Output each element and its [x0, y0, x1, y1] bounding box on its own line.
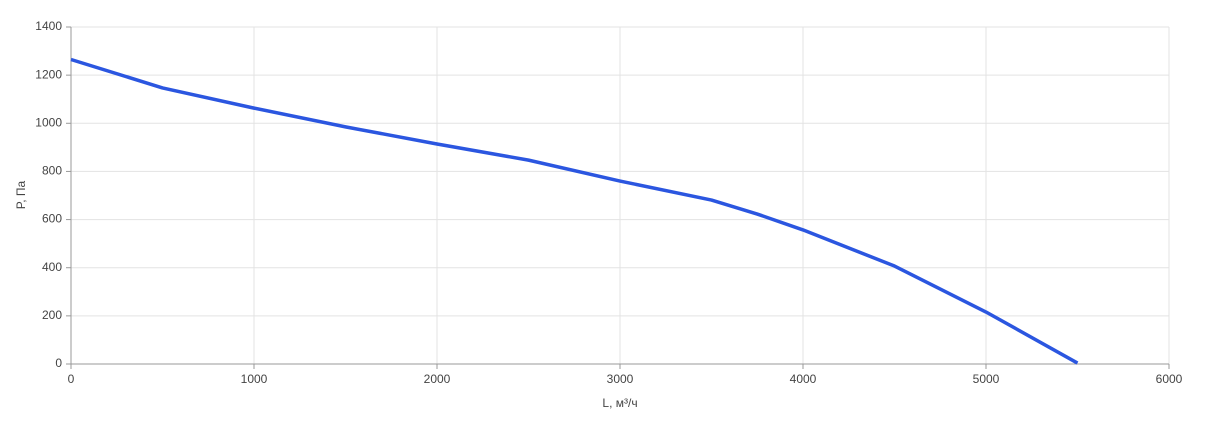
- x-axis-title: L, м³/ч: [602, 396, 637, 410]
- x-tick-label: 2000: [424, 372, 451, 386]
- y-tick-label: 200: [42, 308, 62, 322]
- data-line: [70, 57, 1079, 365]
- y-tick-label: 800: [42, 164, 62, 178]
- y-tick-label: 1400: [35, 19, 62, 33]
- y-tick-label: 400: [42, 260, 62, 274]
- x-tick-label: 3000: [607, 372, 634, 386]
- x-tick-label: 0: [68, 372, 75, 386]
- y-tick-label: 1200: [35, 67, 62, 81]
- x-tick-label: 5000: [973, 372, 1000, 386]
- x-tick-label: 6000: [1156, 372, 1183, 386]
- y-axis-title: P, Па: [14, 180, 28, 209]
- x-tick-label: 4000: [790, 372, 817, 386]
- y-tick-label: 1000: [35, 115, 62, 129]
- y-tick-label: 600: [42, 212, 62, 226]
- y-tick-label: 0: [55, 356, 62, 370]
- x-tick-label: 1000: [241, 372, 268, 386]
